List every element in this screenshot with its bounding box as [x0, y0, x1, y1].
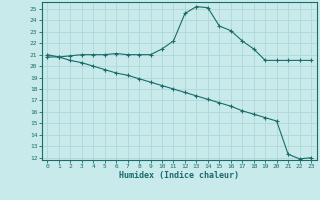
X-axis label: Humidex (Indice chaleur): Humidex (Indice chaleur) — [119, 171, 239, 180]
